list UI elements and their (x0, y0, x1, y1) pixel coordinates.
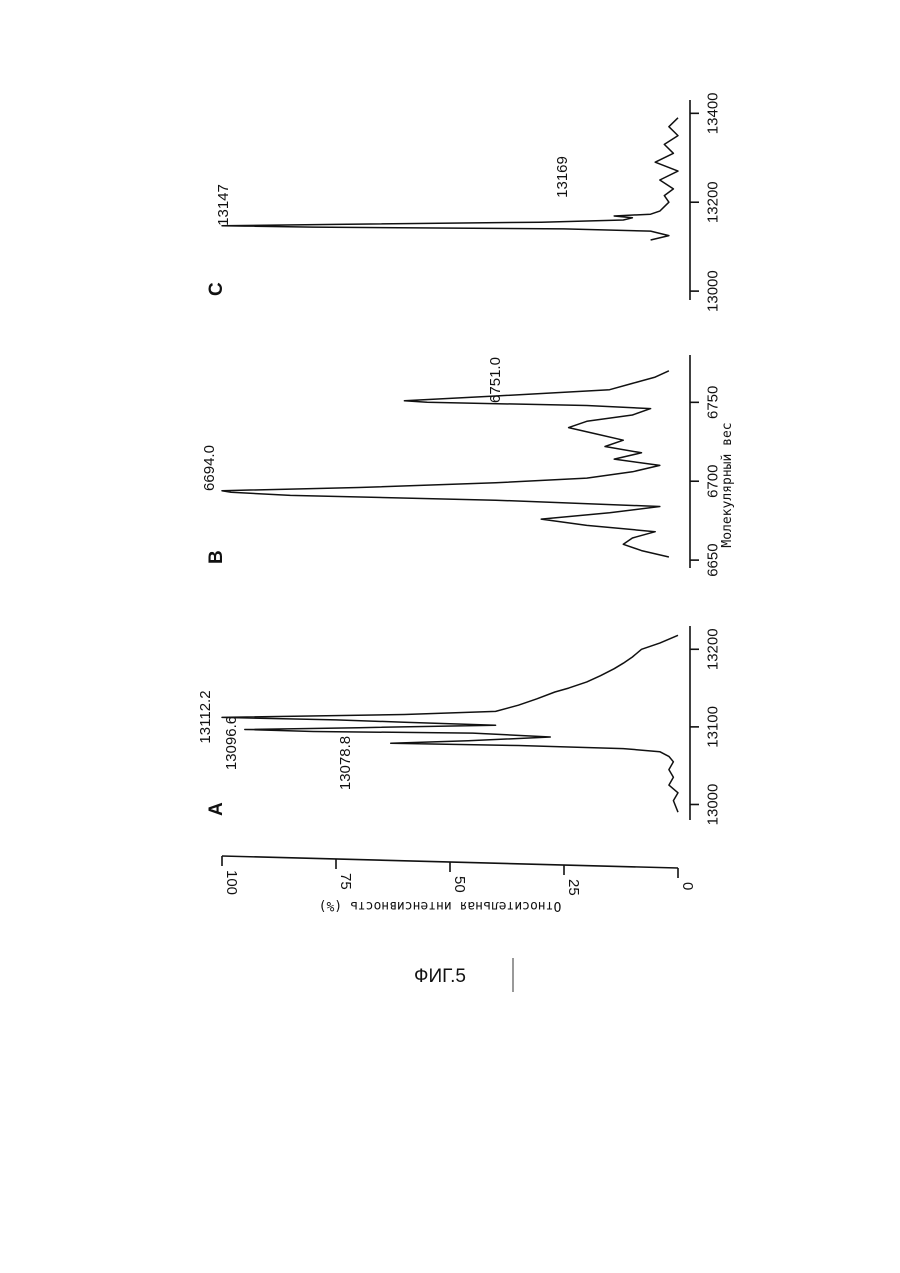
x-axis-title: Молекулярный вес (720, 422, 735, 547)
panel-a: A 13000 13100 13200 13112.2 13096.6 13078.… (197, 626, 722, 825)
panel-b-label: B (206, 550, 227, 564)
panel-b-x-ticks: 6650 6700 6750 (690, 386, 722, 577)
rotated-plot-area: 0 25 50 75 100 Относительная интенсивность (… (197, 92, 735, 913)
x-tick-label: 13400 (705, 92, 722, 134)
x-tick-label: 6700 (705, 465, 722, 498)
y-tick-label: 100 (223, 870, 240, 895)
x-tick-label: 13200 (705, 181, 722, 223)
peak-label-13112: 13112.2 (197, 690, 214, 743)
x-tick-label: 6650 (705, 543, 722, 576)
peak-label-13169: 13169 (554, 156, 571, 198)
y-tick-label: 50 (451, 876, 468, 893)
panel-b: B 6650 6700 6750 6694.0 6751.0 Молекулярны… (201, 355, 735, 577)
panel-c-label: C (206, 282, 227, 296)
peak-label-13078: 13078.8 (337, 736, 354, 790)
x-tick-label: 13000 (705, 784, 722, 826)
panel-a-x-ticks: 13000 13100 13200 (690, 628, 722, 825)
peak-label-6694: 6694.0 (201, 445, 218, 491)
figure-caption: ФИГ.5 (414, 966, 466, 987)
panel-b-spectrum-line (222, 371, 669, 557)
x-tick-label: 13200 (705, 628, 722, 670)
peak-label-13096: 13096.6 (223, 716, 240, 770)
y-tick-label: 0 (679, 882, 696, 890)
x-tick-label: 13000 (705, 270, 722, 312)
y-axis-title: Относительная интенсивность (%) (319, 898, 562, 913)
y-tick-label: 25 (565, 879, 582, 896)
panel-c-x-ticks: 13000 13200 13400 (690, 92, 722, 311)
panel-a-label: A (206, 802, 227, 816)
x-tick-label: 6750 (705, 386, 722, 419)
panel-c-spectrum-line (222, 118, 678, 240)
y-tick-label: 75 (337, 873, 354, 890)
panel-c: C 13000 13200 13400 13147 13169 (206, 92, 722, 311)
panel-a-spectrum-line (222, 635, 678, 812)
peak-label-6751: 6751.0 (487, 357, 504, 403)
y-axis: 0 25 50 75 100 Относительная интенсивность (… (222, 856, 696, 913)
x-tick-label: 13100 (705, 706, 722, 748)
peak-label-13147: 13147 (215, 184, 232, 226)
